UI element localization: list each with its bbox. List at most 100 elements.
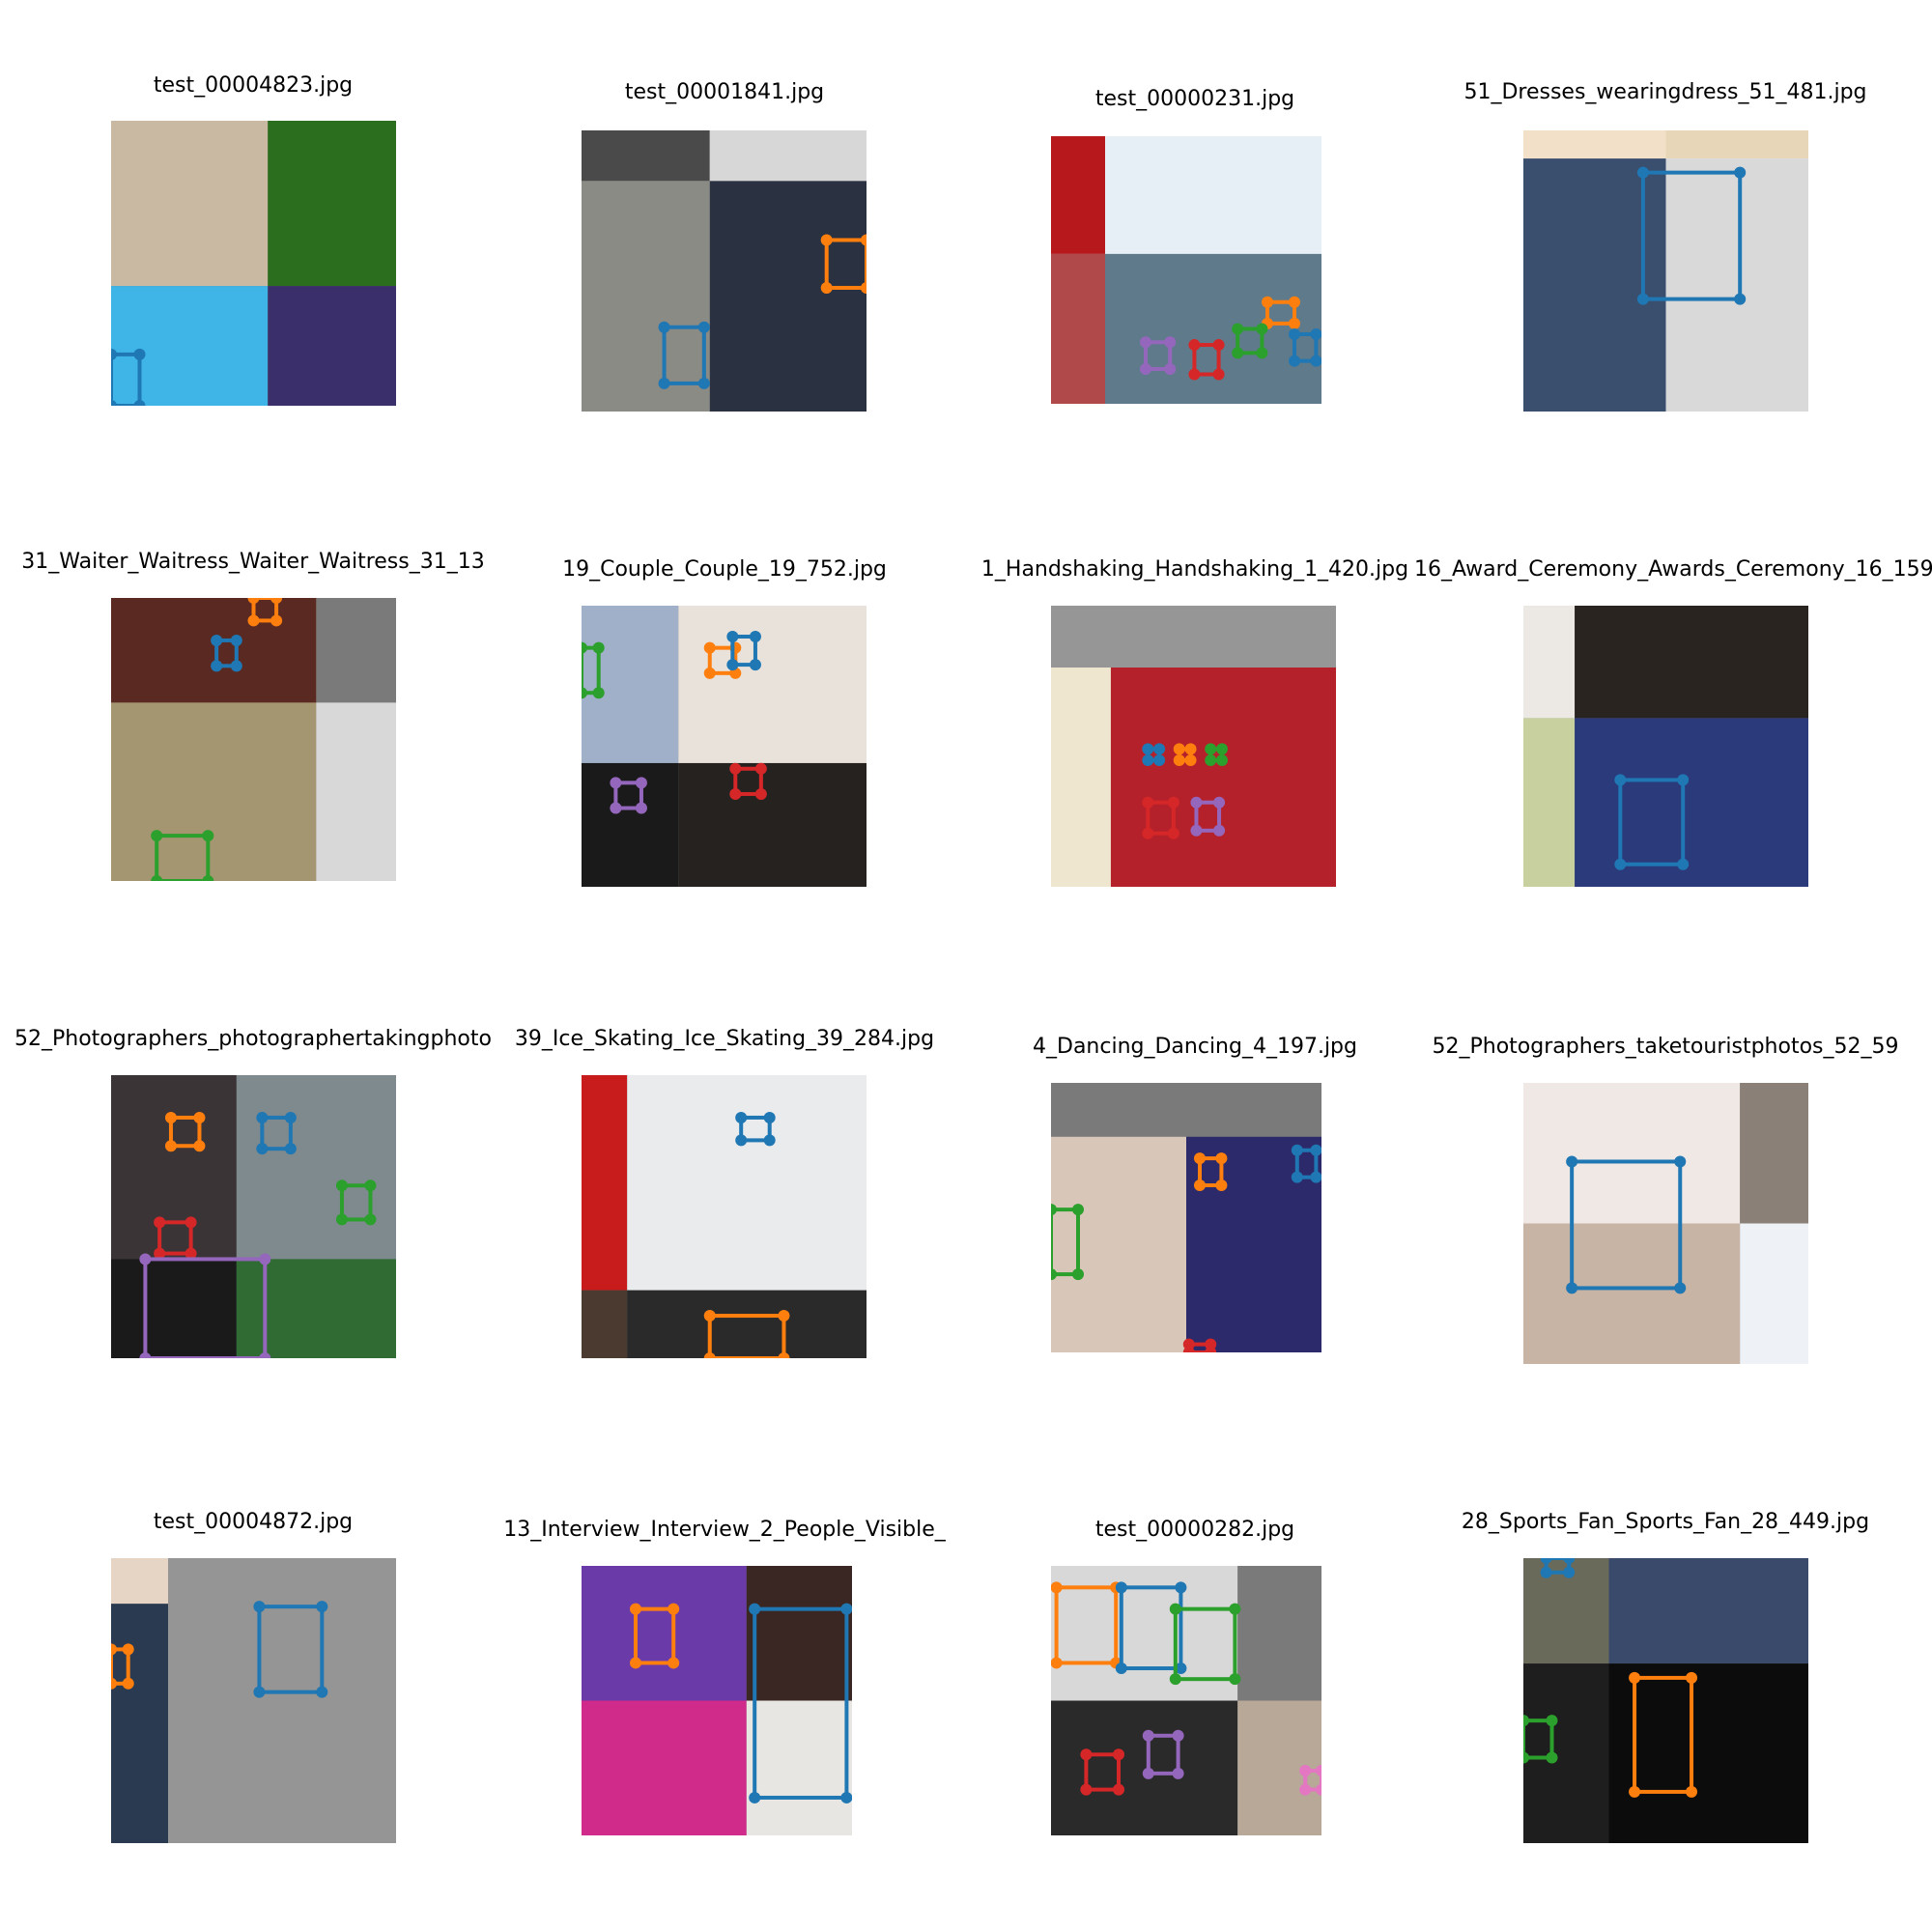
bounding-box-outline bbox=[634, 1606, 676, 1665]
bounding-box-outline bbox=[1194, 800, 1222, 833]
bounding-box-corner-point bbox=[1140, 362, 1151, 375]
mosaic-block bbox=[1110, 606, 1336, 668]
bounding-box-corner-point bbox=[270, 614, 283, 627]
bounding-box-outline bbox=[1523, 1719, 1554, 1760]
bounding-box-corner-point bbox=[1299, 1765, 1312, 1777]
bounding-box-corner-point bbox=[778, 1310, 790, 1322]
face-bounding-box bbox=[111, 1643, 134, 1690]
bounding-box-outline bbox=[1192, 343, 1221, 377]
bounding-box-corner-point bbox=[1629, 1671, 1641, 1684]
face-bounding-box bbox=[253, 1601, 328, 1698]
face-bounding-box bbox=[1142, 796, 1179, 839]
bounding-box-corner-point bbox=[635, 802, 647, 814]
bounding-box-corner-point bbox=[697, 321, 710, 333]
bounding-box-corner-point bbox=[1072, 1204, 1084, 1216]
panel-title: 4_Dancing_Dancing_4_197.jpg bbox=[1033, 1035, 1357, 1059]
bounding-box-corner-point bbox=[316, 1601, 328, 1613]
bounding-box-outline bbox=[251, 598, 279, 623]
panel-title: 28_Sports_Fan_Sports_Fan_28_449.jpg bbox=[1461, 1510, 1870, 1534]
mosaic-block bbox=[1523, 718, 1576, 887]
bounding-box-corner-point bbox=[364, 1179, 377, 1192]
face-bounding-box bbox=[1051, 1204, 1084, 1281]
bounding-box-corner-point bbox=[1256, 323, 1268, 335]
mosaic-block bbox=[111, 1259, 237, 1358]
bounding-box-outline bbox=[214, 638, 239, 668]
bounding-box-outline bbox=[613, 781, 643, 810]
bounding-box-corner-point bbox=[1115, 1581, 1127, 1594]
bounding-box-corner-point bbox=[749, 659, 761, 671]
bounding-box-corner-point bbox=[1289, 317, 1300, 329]
mosaic-canvas bbox=[1523, 1083, 1808, 1364]
bounding-box-corner-point bbox=[1153, 754, 1166, 767]
bounding-box-corner-point bbox=[592, 687, 605, 699]
bounding-box-corner-point bbox=[1205, 1347, 1217, 1352]
bounding-box-corner-point bbox=[1173, 743, 1185, 755]
bounding-box-corner-point bbox=[749, 1791, 761, 1804]
image-panel bbox=[582, 1075, 867, 1358]
mosaic-block bbox=[1237, 1566, 1321, 1701]
bounding-box-corner-point bbox=[154, 1216, 166, 1229]
bounding-box-corner-point bbox=[658, 321, 670, 333]
face-bounding-box bbox=[335, 1179, 377, 1226]
bounding-box-outline bbox=[1570, 1159, 1683, 1291]
face-bounding-box bbox=[1182, 1338, 1217, 1352]
bounding-box-corner-point bbox=[1289, 355, 1300, 367]
bounding-box-corner-point bbox=[1310, 1144, 1321, 1156]
mosaic-block bbox=[1523, 1223, 1741, 1364]
face-bounding-box bbox=[1614, 774, 1690, 870]
face-bounding-box bbox=[1142, 743, 1166, 767]
mosaic-block bbox=[1105, 136, 1321, 254]
bounding-box-corner-point bbox=[729, 787, 742, 800]
bounding-box-corner-point bbox=[122, 1677, 134, 1690]
bounding-box-corner-point bbox=[703, 641, 716, 654]
bounding-box-outline bbox=[111, 1647, 130, 1686]
bounding-box-corner-point bbox=[840, 1791, 852, 1804]
bounding-box-corner-point bbox=[1169, 1673, 1181, 1686]
bounding-box-corner-point bbox=[164, 1140, 177, 1152]
bounding-box-corner-point bbox=[1205, 754, 1217, 767]
face-bounding-box bbox=[1299, 1765, 1321, 1796]
mosaic-block bbox=[168, 1558, 396, 1605]
bounding-box-corner-point bbox=[1229, 1603, 1241, 1615]
face-bounding-box bbox=[610, 777, 647, 814]
bounding-box-corner-point bbox=[1142, 1767, 1154, 1779]
bounding-box-corner-point bbox=[1212, 339, 1225, 352]
bounding-box-corner-point bbox=[230, 634, 242, 646]
mosaic-canvas bbox=[111, 598, 396, 881]
bounding-box-corner-point bbox=[270, 598, 283, 604]
face-bounding-box bbox=[1523, 1715, 1558, 1764]
face-bounding-box bbox=[139, 1253, 271, 1358]
bounding-box-outline bbox=[1119, 1585, 1183, 1671]
bounding-box-corner-point bbox=[1142, 796, 1154, 809]
mosaic-canvas bbox=[1523, 130, 1808, 412]
image-panel bbox=[1051, 606, 1336, 887]
bounding-box-corner-point bbox=[1194, 1179, 1206, 1192]
bounding-box-corner-point bbox=[1523, 1751, 1529, 1764]
bounding-box-corner-point bbox=[635, 777, 647, 789]
bounding-box-outline bbox=[730, 635, 757, 668]
mosaic-block bbox=[1523, 130, 1666, 159]
mosaic-block bbox=[111, 121, 269, 287]
mosaic-block bbox=[582, 1700, 747, 1835]
mosaic-block bbox=[582, 1075, 628, 1291]
bounding-box-corner-point bbox=[1677, 774, 1690, 786]
mosaic-block bbox=[1051, 136, 1105, 254]
bounding-box-corner-point bbox=[256, 1111, 269, 1123]
bounding-box-corner-point bbox=[1190, 824, 1203, 837]
bounding-box-outline bbox=[1144, 340, 1173, 371]
bounding-box-corner-point bbox=[1182, 1347, 1195, 1352]
bounding-box-outline bbox=[1640, 170, 1743, 301]
panel-title: 31_Waiter_Waitress_Waiter_Waitress_31_13 bbox=[21, 550, 485, 574]
bounding-box-corner-point bbox=[151, 875, 163, 881]
bounding-box-outline bbox=[1198, 1156, 1224, 1188]
face-bounding-box bbox=[658, 321, 710, 389]
bounding-box-corner-point bbox=[185, 1247, 197, 1260]
bounding-box-corner-point bbox=[1172, 1767, 1184, 1779]
bounding-box-corner-point bbox=[1256, 347, 1268, 359]
bounding-box-corner-point bbox=[840, 1603, 852, 1615]
bounding-box-corner-point bbox=[1184, 754, 1197, 767]
panel-title: test_00004872.jpg bbox=[153, 1510, 354, 1534]
panel-title: test_00001841.jpg bbox=[624, 80, 825, 104]
mosaic-block bbox=[111, 286, 269, 406]
face-bounding-box bbox=[1190, 796, 1226, 837]
